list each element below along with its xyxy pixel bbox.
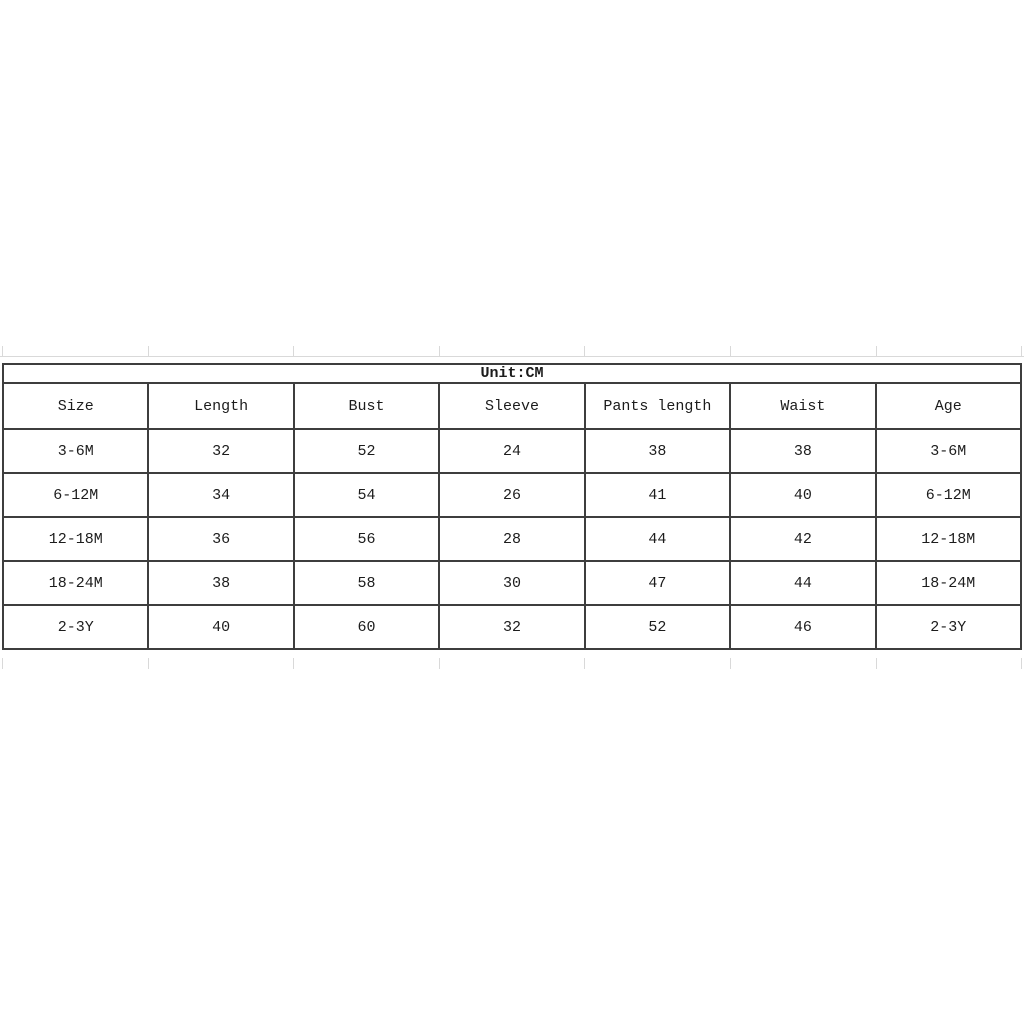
gridline-tick <box>730 346 731 356</box>
data-cell: 32 <box>147 428 295 474</box>
data-cell: 46 <box>729 604 877 650</box>
data-cell: 6-12M <box>1 472 150 518</box>
data-cell: 41 <box>583 472 732 518</box>
header-row: Size Length Bust Sleeve Pants length Wai… <box>1 382 1023 430</box>
column-header-sleeve: Sleeve <box>438 382 586 430</box>
column-header-length: Length <box>147 382 295 430</box>
data-cell: 18-24M <box>1 560 150 606</box>
data-cell: 30 <box>438 560 586 606</box>
data-cell: 34 <box>147 472 295 518</box>
gridline-tick <box>293 346 294 356</box>
gridline-tick <box>293 658 294 669</box>
gridline-tick <box>584 346 585 356</box>
table-row: 3-6M 32 52 24 38 38 3-6M <box>1 428 1023 474</box>
gridline-tick <box>439 658 440 669</box>
data-cell: 38 <box>729 428 877 474</box>
data-cell: 12-18M <box>874 516 1023 562</box>
data-cell: 42 <box>729 516 877 562</box>
data-cell: 60 <box>292 604 441 650</box>
gridline-tick <box>148 658 149 669</box>
data-cell: 54 <box>292 472 441 518</box>
ghost-gridline-horizontal <box>0 356 1024 357</box>
data-cell: 3-6M <box>1 428 150 474</box>
unit-label-cell: Unit:CM <box>2 363 1022 384</box>
table-row: 18-24M 38 58 30 47 44 18-24M <box>1 560 1023 606</box>
data-cell: 36 <box>147 516 295 562</box>
data-cell: 58 <box>292 560 441 606</box>
gridline-tick <box>2 346 3 356</box>
unit-row: Unit:CM <box>2 363 1022 384</box>
data-cell: 52 <box>292 428 441 474</box>
gridline-tick <box>1021 658 1022 669</box>
gridline-tick <box>730 658 731 669</box>
data-cell: 3-6M <box>874 428 1023 474</box>
size-chart-table: Unit:CM Size Length Bust Sleeve Pants le… <box>1 363 1023 650</box>
data-cell: 32 <box>438 604 586 650</box>
column-header-age: Age <box>874 382 1023 430</box>
data-cell: 2-3Y <box>1 604 150 650</box>
column-header-bust: Bust <box>292 382 441 430</box>
column-header-pants-length: Pants length <box>583 382 732 430</box>
data-cell: 2-3Y <box>874 604 1023 650</box>
data-cell: 38 <box>147 560 295 606</box>
gridline-tick <box>876 346 877 356</box>
column-header-size: Size <box>1 382 150 430</box>
gridline-tick <box>1021 346 1022 356</box>
data-cell: 18-24M <box>874 560 1023 606</box>
data-cell: 44 <box>583 516 732 562</box>
data-cell: 52 <box>583 604 732 650</box>
gridline-tick <box>876 658 877 669</box>
gridline-tick <box>584 658 585 669</box>
data-cell: 28 <box>438 516 586 562</box>
data-cell: 38 <box>583 428 732 474</box>
gridline-tick <box>148 346 149 356</box>
data-cell: 56 <box>292 516 441 562</box>
data-cell: 26 <box>438 472 586 518</box>
column-header-waist: Waist <box>729 382 877 430</box>
table-row: 2-3Y 40 60 32 52 46 2-3Y <box>1 604 1023 650</box>
data-cell: 40 <box>147 604 295 650</box>
table-row: 6-12M 34 54 26 41 40 6-12M <box>1 472 1023 518</box>
data-cell: 6-12M <box>874 472 1023 518</box>
gridline-tick <box>439 346 440 356</box>
data-cell: 40 <box>729 472 877 518</box>
table-row: 12-18M 36 56 28 44 42 12-18M <box>1 516 1023 562</box>
data-cell: 44 <box>729 560 877 606</box>
data-cell: 47 <box>583 560 732 606</box>
gridline-tick <box>2 658 3 669</box>
data-cell: 24 <box>438 428 586 474</box>
data-cell: 12-18M <box>1 516 150 562</box>
